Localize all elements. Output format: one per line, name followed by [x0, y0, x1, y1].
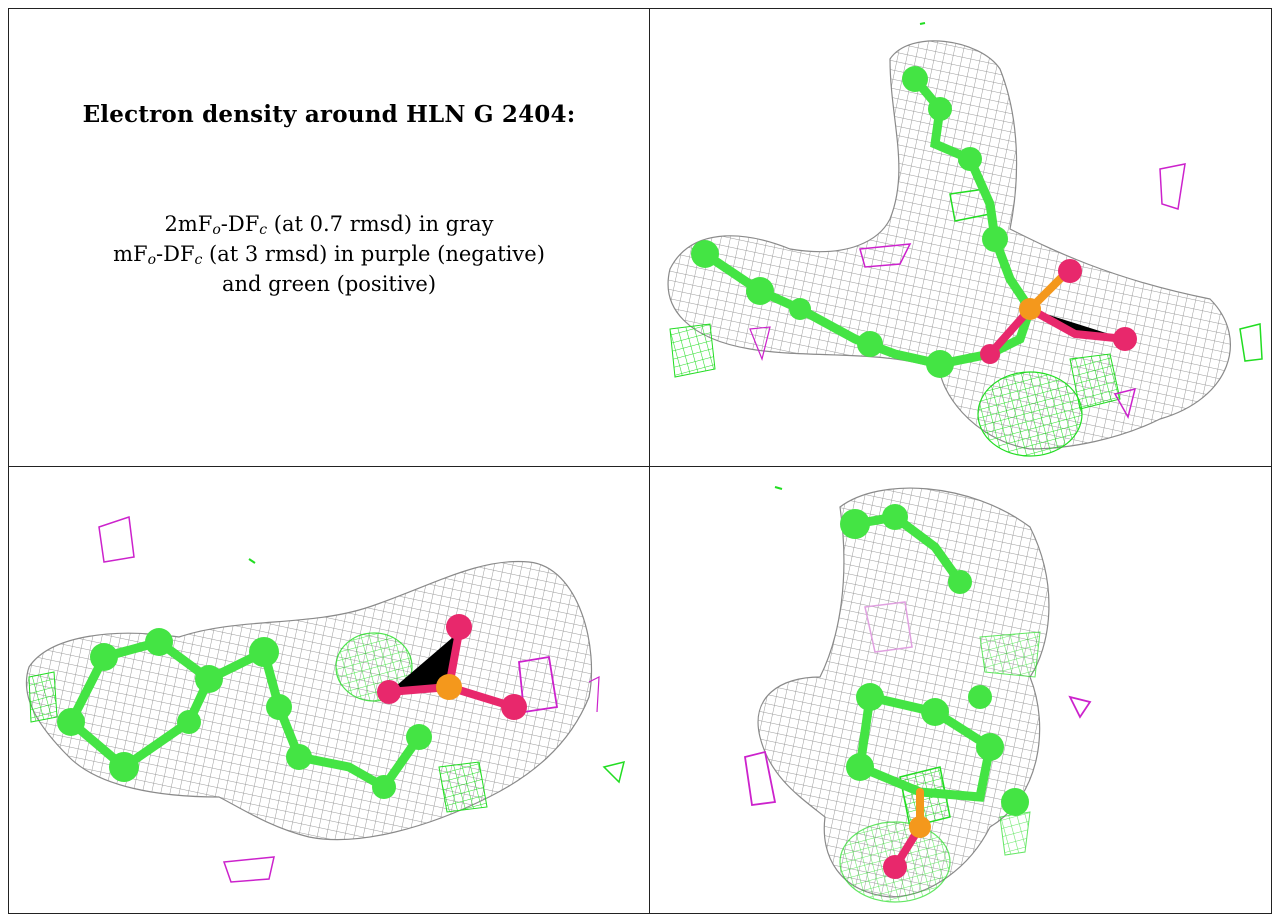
atoms — [840, 504, 1029, 879]
l2-post: (at 3 rmsd) in purple (negative) — [202, 242, 545, 266]
table-divider-horizontal — [8, 466, 1272, 467]
caption-cell: Electron density around HLN G 2404: 2mFo… — [9, 9, 649, 466]
caption-line-positive: and green (positive) — [221, 272, 437, 296]
caption-line-fofc: mFo-DFc (at 3 rmsd) in purple (negative) — [9, 239, 649, 275]
density-view-top-right — [650, 9, 1272, 466]
mesh-negative — [749, 163, 1186, 420]
l2-mid: -DF — [156, 242, 195, 266]
atoms — [691, 66, 1137, 378]
l1-pre: 2mF — [164, 212, 213, 236]
mesh-2fofc — [667, 40, 1231, 450]
figure-table-frame — [8, 8, 1272, 914]
density-view-bottom-left-image — [25, 515, 626, 883]
density-view-top-right-image — [667, 22, 1263, 457]
l1-sub-c: c — [259, 222, 268, 238]
caption-title: Electron density around HLN G 2404: — [82, 101, 576, 128]
l2-sub-c: c — [194, 252, 203, 268]
density-view-bottom-right-image — [743, 486, 1092, 903]
l1-post: (at 0.7 rmsd) in gray — [267, 212, 494, 236]
l2-sub-o: o — [147, 252, 157, 268]
l2-pre: mF — [113, 242, 148, 266]
table-divider-vertical — [649, 8, 650, 914]
caption-line-2fofc: 2mFo-DFc (at 0.7 rmsd) in gray — [9, 209, 649, 245]
mesh-negative — [98, 515, 600, 883]
l1-sub-o: o — [212, 222, 221, 238]
mesh-negative — [743, 601, 1092, 807]
density-view-bottom-right — [650, 467, 1272, 914]
l1-mid: -DF — [220, 212, 260, 236]
atoms — [57, 614, 527, 799]
mesh-positive — [669, 22, 1263, 457]
density-view-bottom-left — [9, 467, 649, 914]
